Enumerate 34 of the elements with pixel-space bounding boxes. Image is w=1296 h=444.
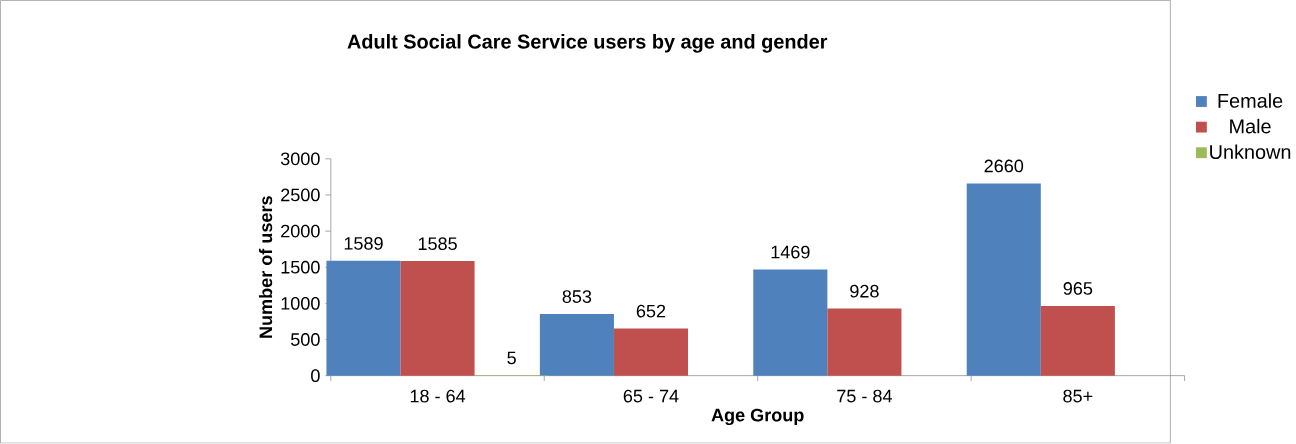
y-tick-label: 500	[290, 333, 320, 347]
legend-label: Female	[1218, 93, 1283, 109]
y-tick-label: 2500	[281, 188, 320, 202]
data-label: 928	[850, 284, 879, 298]
data-label: 1585	[418, 237, 457, 251]
legend-label: Male	[1230, 119, 1271, 134]
data-label: 2660	[984, 159, 1024, 173]
y-axis-title: Number of users	[258, 196, 273, 339]
bar	[326, 261, 401, 376]
y-tick-label: 2000	[281, 224, 320, 238]
x-tick-label: 85+	[1063, 389, 1093, 403]
y-tick-label: 3000	[280, 152, 320, 166]
x-tick-label: 65 - 74	[623, 389, 679, 403]
x-tick-label: 18 - 64	[410, 389, 466, 403]
y-tick-label: 1500	[281, 261, 320, 274]
y-tick-label: 1000	[281, 297, 320, 310]
data-label: 5	[507, 351, 516, 365]
data-label: 1589	[344, 237, 383, 250]
data-label: 652	[636, 304, 666, 318]
bar	[613, 328, 689, 376]
bar	[400, 261, 475, 376]
data-label: 1469	[771, 245, 810, 259]
bar	[827, 308, 902, 376]
data-label: 853	[562, 290, 592, 304]
bar	[966, 183, 1041, 376]
bar	[539, 314, 614, 376]
bar	[753, 269, 828, 376]
x-axis-title: Age Group	[711, 408, 804, 426]
legend-label: Unknown	[1210, 144, 1291, 160]
x-tick-label: 75 - 84	[837, 389, 892, 403]
chart-title: Adult Social Care Service users by age and gender	[347, 34, 828, 53]
bar	[1040, 306, 1115, 376]
data-label: 965	[1063, 282, 1093, 296]
y-tick-label: 0	[311, 369, 320, 383]
